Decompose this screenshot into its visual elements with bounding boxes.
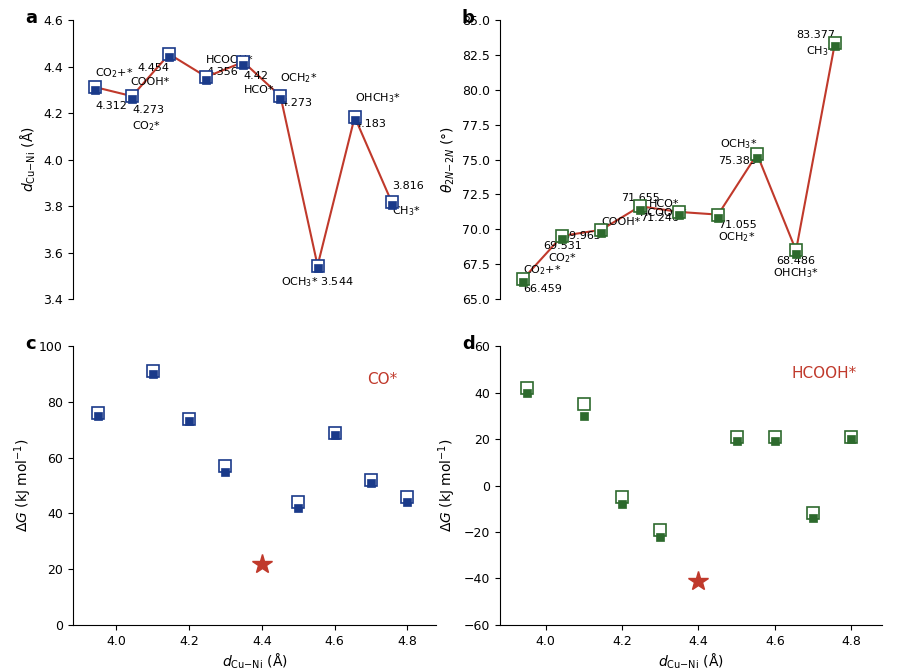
Text: OHCH$_3$*: OHCH$_3$*	[355, 91, 401, 106]
Text: 69.965: 69.965	[563, 231, 601, 241]
Text: 4.273: 4.273	[132, 106, 165, 116]
Text: HCO*: HCO*	[244, 85, 274, 95]
Text: COOH*: COOH*	[130, 77, 169, 87]
Y-axis label: $d_{\mathrm{Cu{-}Ni}}$ (Å): $d_{\mathrm{Cu{-}Ni}}$ (Å)	[18, 127, 37, 192]
Text: HCOOH*: HCOOH*	[206, 55, 254, 65]
Y-axis label: $\Delta G$ (kJ mol$^{-1}$): $\Delta G$ (kJ mol$^{-1}$)	[436, 439, 458, 532]
Text: d: d	[462, 335, 474, 353]
Text: OHCH$_3$*: OHCH$_3$*	[773, 265, 819, 280]
Text: 4.183: 4.183	[355, 120, 386, 130]
Text: c: c	[25, 335, 36, 353]
Text: 69.531: 69.531	[543, 241, 582, 251]
Text: OCH$_3$*: OCH$_3$*	[720, 138, 757, 151]
Y-axis label: $\Delta G$ (kJ mol$^{-1}$): $\Delta G$ (kJ mol$^{-1}$)	[12, 439, 34, 532]
Text: OCH$_2$*: OCH$_2$*	[281, 71, 318, 85]
Text: HCOOH*: HCOOH*	[640, 208, 688, 218]
Text: 3.816: 3.816	[392, 181, 424, 191]
Text: CO$_2$+*: CO$_2$+*	[524, 263, 562, 277]
Text: CO$_2$*: CO$_2$*	[132, 120, 161, 133]
Text: 68.486: 68.486	[776, 256, 815, 266]
Text: b: b	[462, 9, 474, 27]
Text: 71.655: 71.655	[621, 194, 660, 204]
Text: CO$_2$+*: CO$_2$+*	[95, 67, 134, 80]
Text: 83.377: 83.377	[796, 30, 835, 40]
Text: 4.273: 4.273	[281, 99, 313, 108]
Text: 4.42: 4.42	[244, 71, 268, 81]
Text: COOH*: COOH*	[601, 217, 641, 227]
Text: CO$_2$*: CO$_2$*	[548, 251, 577, 265]
Text: 4.454: 4.454	[137, 63, 169, 73]
Text: CO*: CO*	[366, 372, 397, 387]
Text: CH$_3$*: CH$_3$*	[806, 44, 835, 58]
Text: 66.459: 66.459	[524, 284, 562, 294]
X-axis label: $d_{\mathrm{Cu{-}Ni}}$ (Å): $d_{\mathrm{Cu{-}Ni}}$ (Å)	[222, 652, 287, 671]
Y-axis label: $\theta_{2N\mathrm{-}2N}$ (°): $\theta_{2N\mathrm{-}2N}$ (°)	[439, 126, 456, 193]
Text: CH$_3$*: CH$_3$*	[392, 205, 421, 218]
X-axis label: $d_{\mathrm{Cu{-}Ni}}$ (Å): $d_{\mathrm{Cu{-}Ni}}$ (Å)	[658, 652, 724, 671]
Text: HCOOH*: HCOOH*	[792, 366, 857, 382]
Text: 71.055: 71.055	[718, 220, 757, 230]
Text: 75.389: 75.389	[718, 156, 757, 165]
Text: 71.246: 71.246	[640, 213, 679, 223]
Text: OCH$_3$* 3.544: OCH$_3$* 3.544	[281, 275, 354, 289]
Text: 4.312: 4.312	[95, 101, 127, 111]
Text: 4.356: 4.356	[206, 67, 238, 77]
Text: HCO*: HCO*	[649, 199, 679, 209]
Text: a: a	[25, 9, 37, 27]
Text: OCH$_2$*: OCH$_2$*	[718, 230, 755, 244]
